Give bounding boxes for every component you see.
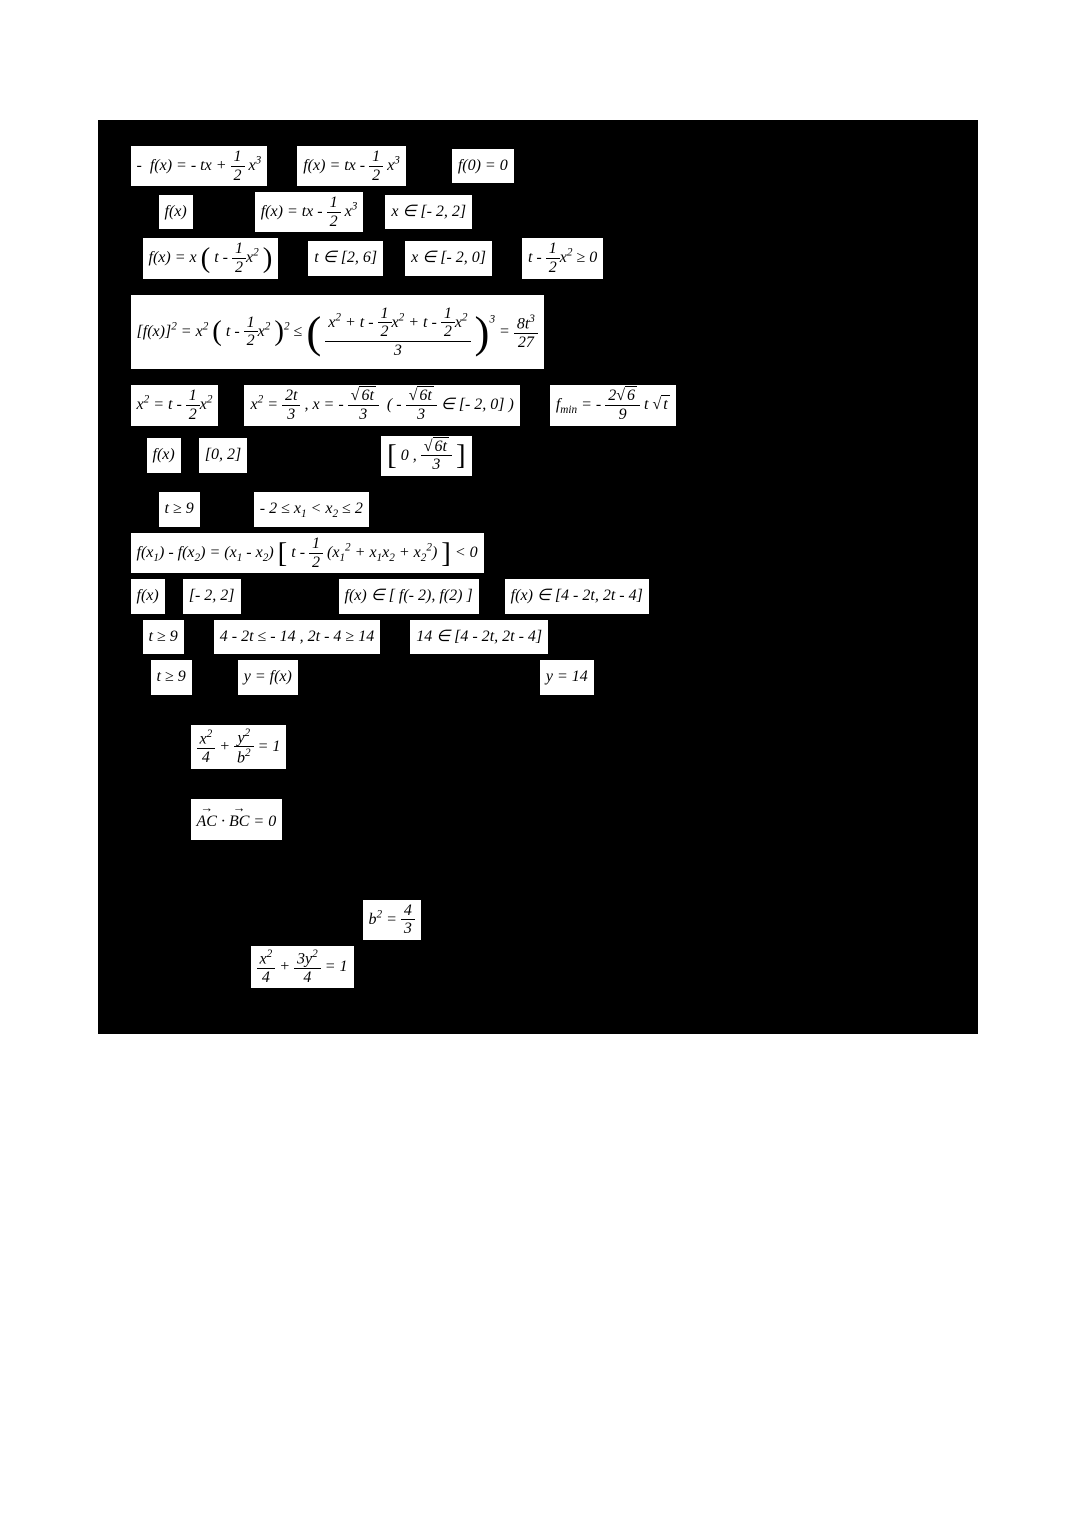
eq-9d: f(x) ∈ [4 - 2t, 2t - 4] bbox=[505, 579, 649, 613]
eq-7a: t ≥ 9 bbox=[159, 492, 200, 526]
eq-2a: f(x) bbox=[159, 195, 193, 229]
eq-1b: f(x) = tx - 12 x3 bbox=[297, 146, 406, 186]
eq-11c: y = 14 bbox=[540, 660, 594, 694]
line-10: t ≥ 9 4 - 2t ≤ - 14 , 2t - 4 ≥ 14 14 ∈ [… bbox=[128, 620, 948, 654]
eq-9c: f(x) ∈ [ f(- 2), f(2) ] bbox=[339, 579, 479, 613]
line-12: x24 + y2b2 = 1 bbox=[128, 725, 948, 770]
eq-7b: - 2 ≤ x1 < x2 ≤ 2 bbox=[254, 492, 369, 527]
eq-3d: t - 12x2 ≥ 0 bbox=[522, 238, 603, 278]
eq-6c: [ 0 , √6t3 ] bbox=[381, 436, 471, 476]
line-6: f(x) [0, 2] [ 0 , √6t3 ] bbox=[128, 436, 948, 476]
eq-14: b2 = 43 bbox=[363, 900, 421, 940]
eq-5c: fmin = - 2√69 t √t bbox=[550, 385, 676, 425]
math-page: - f(x) = - tx + 12 x3 f(x) = tx - 12 x3 … bbox=[98, 120, 978, 1034]
line-5: x2 = t - 12x2 x2 = 2t3 , x = - √6t3 ( - … bbox=[128, 385, 948, 425]
eq-12: x24 + y2b2 = 1 bbox=[191, 725, 287, 770]
line-3: f(x) = x ( t - 12x2 ) t ∈ [2, 6] x ∈ [- … bbox=[128, 238, 948, 278]
line-9: f(x) [- 2, 2] f(x) ∈ [ f(- 2), f(2) ] f(… bbox=[128, 579, 948, 613]
eq-11a: t ≥ 9 bbox=[151, 660, 192, 694]
eq-9b: [- 2, 2] bbox=[183, 579, 241, 613]
eq-1c: f(0) = 0 bbox=[452, 149, 514, 183]
line-7: t ≥ 9 - 2 ≤ x1 < x2 ≤ 2 bbox=[128, 492, 948, 527]
eq-4: [f(x)]2 = x2 ( t - 12x2 )2 ≤ ( x2 + t - … bbox=[131, 295, 544, 370]
eq-13: AC · BC = 0 bbox=[191, 799, 283, 839]
eq-9a: f(x) bbox=[131, 579, 165, 613]
eq-6a: f(x) bbox=[147, 438, 181, 472]
line-15: x24 + 3y24 = 1 bbox=[128, 946, 948, 989]
eq-5a: x2 = t - 12x2 bbox=[131, 385, 219, 425]
eq-2b: f(x) = tx - 12 x3 bbox=[255, 192, 364, 232]
line-11: t ≥ 9 y = f(x) y = 14 bbox=[128, 660, 948, 694]
eq-10c: 14 ∈ [4 - 2t, 2t - 4] bbox=[410, 620, 548, 654]
line-1: - f(x) = - tx + 12 x3 f(x) = tx - 12 x3 … bbox=[128, 146, 948, 186]
eq-8: f(x1) - f(x2) = (x1 - x2) [ t - 12 (x12 … bbox=[131, 533, 484, 573]
line-13: AC · BC = 0 bbox=[128, 799, 948, 839]
eq-1a: - f(x) = - tx + 12 x3 bbox=[131, 146, 268, 186]
eq-11b: y = f(x) bbox=[238, 660, 298, 694]
eq-10a: t ≥ 9 bbox=[143, 620, 184, 654]
eq-3b: t ∈ [2, 6] bbox=[308, 241, 383, 275]
eq-10b: 4 - 2t ≤ - 14 , 2t - 4 ≥ 14 bbox=[214, 620, 380, 654]
line-8: f(x1) - f(x2) = (x1 - x2) [ t - 12 (x12 … bbox=[128, 533, 948, 573]
eq-15: x24 + 3y24 = 1 bbox=[251, 946, 354, 989]
eq-5b: x2 = 2t3 , x = - √6t3 ( - √6t3 ∈ [- 2, 0… bbox=[244, 385, 519, 425]
eq-6b: [0, 2] bbox=[199, 438, 247, 472]
eq-3c: x ∈ [- 2, 0] bbox=[405, 241, 492, 275]
eq-3a: f(x) = x ( t - 12x2 ) bbox=[143, 238, 279, 278]
eq-2c: x ∈ [- 2, 2] bbox=[385, 195, 472, 229]
line-2: f(x) f(x) = tx - 12 x3 x ∈ [- 2, 2] bbox=[128, 192, 948, 232]
line-4: [f(x)]2 = x2 ( t - 12x2 )2 ≤ ( x2 + t - … bbox=[128, 295, 948, 370]
line-14: b2 = 43 bbox=[128, 900, 948, 940]
